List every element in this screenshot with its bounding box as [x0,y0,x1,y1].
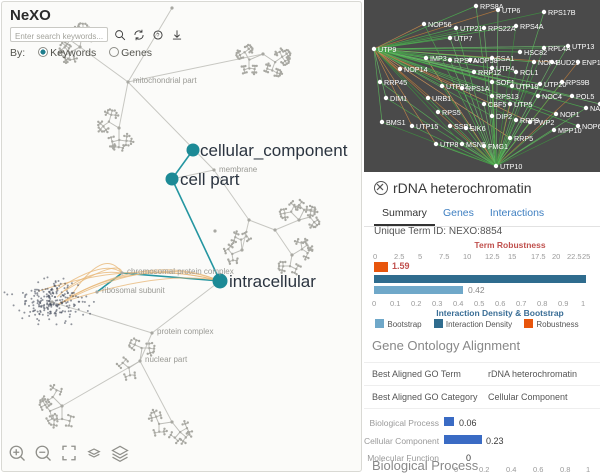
svg-text:HSC82: HSC82 [524,48,547,57]
svg-text:BUD21: BUD21 [556,58,579,67]
svg-text:UTP13: UTP13 [572,42,594,51]
svg-text:UTP7: UTP7 [454,34,472,43]
svg-text:RPS5: RPS5 [442,108,461,117]
svg-text:NAN1b: NAN1b [590,104,600,113]
svg-text:NOC4: NOC4 [542,92,562,101]
svg-text:UTP5: UTP5 [514,100,532,109]
svg-text:SOF1: SOF1 [496,78,515,87]
svg-text:ENP1: ENP1 [582,58,600,67]
svg-text:SIK6: SIK6 [470,124,486,133]
svg-text:RCL1: RCL1 [520,68,538,77]
svg-text:MPP10: MPP10 [558,126,582,135]
svg-text:NOP6: NOP6 [582,122,600,131]
svg-text:UTP6: UTP6 [502,6,520,15]
svg-text:NOP58: NOP58 [474,56,498,65]
svg-text:DIP2: DIP2 [496,112,512,121]
svg-text:DIM1: DIM1 [390,94,407,103]
svg-text:NOP1: NOP1 [560,110,580,119]
svg-text:UTP18: UTP18 [516,82,538,91]
svg-text:NOP56: NOP56 [428,20,452,29]
svg-text:RPS4A: RPS4A [520,22,544,31]
svg-text:UTP21: UTP21 [460,24,482,33]
svg-text:NOP4: NOP4 [538,58,558,67]
svg-text:RRP5: RRP5 [514,134,533,143]
svg-text:RPS17B: RPS17B [548,8,576,17]
svg-text:UTP4: UTP4 [496,64,514,73]
svg-text:BMS1: BMS1 [386,118,406,127]
svg-text:UTP20: UTP20 [544,80,566,89]
svg-text:RPS1A: RPS1A [466,84,490,93]
svg-text:POL5: POL5 [576,92,594,101]
svg-text:UTP15: UTP15 [416,122,438,131]
svg-text:FMG1: FMG1 [488,142,508,151]
svg-text:CBF5: CBF5 [488,100,506,109]
svg-text:IMP3: IMP3 [430,54,447,63]
svg-text:RPS22A: RPS22A [488,24,516,33]
svg-text:UTP10: UTP10 [500,162,522,171]
svg-text:RPL4A: RPL4A [548,44,571,53]
svg-text:RPS8A: RPS8A [480,2,504,11]
svg-text:URB1: URB1 [432,94,451,103]
svg-text:SSA1: SSA1 [496,54,514,63]
svg-text:NOP14: NOP14 [404,65,428,74]
svg-text:UTP9: UTP9 [378,45,396,54]
svg-text:RRP45: RRP45 [384,78,407,87]
svg-text:UTP8: UTP8 [440,140,458,149]
svg-text:RPS9B: RPS9B [566,78,590,87]
svg-text:MSN5: MSN5 [466,140,486,149]
svg-text:PWP2: PWP2 [534,118,554,127]
svg-text:?: ? [157,33,160,39]
